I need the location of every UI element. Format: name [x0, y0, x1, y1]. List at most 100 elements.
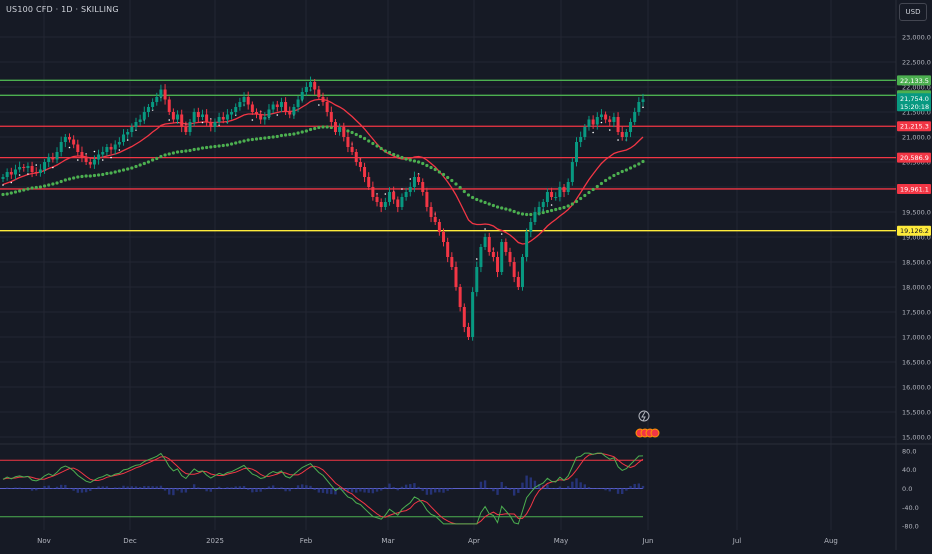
osc-histogram-bar [376, 489, 378, 492]
candle-body [529, 222, 532, 232]
ema-slow-dot [363, 137, 366, 140]
psar-dot [592, 132, 594, 134]
candle-body [6, 172, 9, 177]
time-tick-label: Dec [123, 537, 137, 545]
event-markers-icon[interactable] [651, 429, 659, 437]
candle-body [617, 117, 620, 132]
osc-histogram-bar [18, 488, 20, 489]
candle-body [130, 127, 133, 132]
osc-histogram-bar [430, 489, 432, 495]
lightning-glyph [642, 412, 645, 421]
osc-histogram-bar [359, 489, 361, 492]
ema-slow-dot [500, 206, 503, 209]
ema-slow-dot [583, 194, 586, 197]
candle-body [201, 115, 204, 118]
ema-slow-dot [313, 127, 316, 130]
psar-dot [2, 184, 4, 186]
candle-body [621, 132, 624, 137]
osc-histogram-bar [451, 489, 453, 490]
osc-histogram-bar [575, 478, 577, 488]
candle-body [450, 257, 453, 267]
candle-body [56, 152, 59, 160]
osc-histogram-bar [363, 489, 365, 493]
osc-histogram-bar [326, 489, 328, 494]
candle-body [68, 137, 71, 140]
osc-tick-label: -40.0 [902, 504, 919, 512]
ema-slow-dot [317, 126, 320, 129]
osc-histogram-bar [85, 489, 87, 493]
candle-body [247, 97, 250, 105]
candle-body [114, 145, 117, 150]
osc-histogram-bar [235, 486, 237, 488]
osc-tick-label: -80.0 [902, 523, 919, 531]
ema-slow-dot [483, 201, 486, 204]
ema-slow-dot [442, 173, 445, 176]
candle-body [251, 105, 254, 113]
candle-body [405, 192, 408, 197]
psar-dot [168, 119, 170, 121]
candle-body [147, 107, 150, 112]
osc-histogram-bar [284, 489, 286, 492]
osc-histogram-bar [617, 489, 619, 494]
ema-slow-dot [22, 188, 25, 191]
candle-body [467, 327, 470, 337]
candle-body [176, 115, 179, 120]
ema-slow-dot [139, 163, 142, 166]
psar-dot [401, 188, 403, 190]
ema-slow-dot [26, 187, 29, 190]
candle-body [230, 112, 233, 115]
osc-histogram-bar [509, 489, 511, 490]
oscillator-pane [0, 453, 644, 524]
ema-slow-dot [429, 166, 432, 169]
osc-histogram-bar [484, 480, 486, 488]
psar-dot [52, 167, 54, 169]
osc-histogram-bar [193, 484, 195, 488]
candle-body [413, 177, 416, 187]
candle-body [409, 187, 412, 192]
candle-body [338, 127, 341, 132]
psar-dot [202, 122, 204, 124]
osc-histogram-bar [642, 486, 644, 489]
osc-histogram-bar [181, 489, 183, 493]
horizontal-levels [0, 80, 896, 230]
ema-slow-dot [417, 160, 420, 163]
currency-button[interactable]: USD [899, 3, 927, 21]
psar-dot [252, 119, 254, 121]
ema-slow-dot [176, 150, 179, 153]
osc-histogram-bar [380, 489, 382, 491]
ema-slow-dot [188, 149, 191, 152]
ema-slow-dot [151, 158, 154, 161]
ema-slow-dot [579, 197, 582, 200]
ema-slow-dot [562, 206, 565, 209]
psar-dot [318, 104, 320, 106]
candle-body [31, 166, 34, 172]
candle-body [463, 307, 466, 327]
ema-slow-dot [155, 157, 158, 160]
ema-slow-dot [218, 144, 221, 147]
ema-slow-dot [488, 202, 491, 205]
candle-body [496, 257, 499, 272]
osc-histogram-bar [584, 484, 586, 488]
candle-body [139, 120, 142, 123]
ema-slow-dot [6, 192, 9, 195]
ema-slow-dot [193, 148, 196, 151]
candle-body [388, 192, 391, 202]
osc-histogram-bar [405, 485, 407, 489]
candle-body [222, 117, 225, 120]
candle-body [297, 100, 300, 108]
ema-slow-dot [234, 141, 237, 144]
price-tick-label: 23,000.0 [902, 34, 931, 42]
psar-dot [551, 204, 553, 206]
ema-slow-dot [434, 168, 437, 171]
candle-body [22, 167, 25, 168]
psar-dot [385, 193, 387, 195]
candle-body [14, 170, 17, 175]
ema-slow-dot [463, 190, 466, 193]
osc-histogram-bar [422, 489, 424, 491]
ema-slow-dot [425, 164, 428, 167]
ema-slow-dot [276, 135, 279, 138]
ema-slow-dot [496, 205, 499, 208]
osc-histogram-bar [56, 487, 58, 489]
